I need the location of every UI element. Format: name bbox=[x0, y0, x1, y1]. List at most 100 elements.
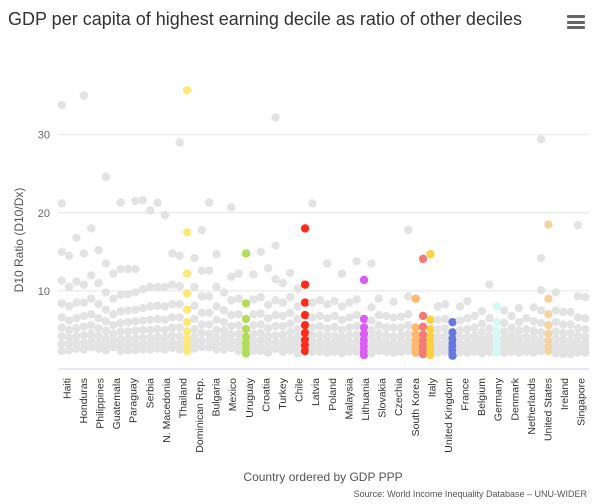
data-point[interactable] bbox=[278, 278, 288, 288]
data-point[interactable] bbox=[485, 324, 494, 333]
data-point[interactable] bbox=[271, 274, 280, 284]
data-point[interactable] bbox=[227, 337, 236, 346]
data-point[interactable] bbox=[197, 308, 207, 317]
data-point[interactable] bbox=[492, 326, 502, 335]
data-point[interactable] bbox=[241, 314, 251, 324]
data-point[interactable] bbox=[536, 328, 546, 337]
data-point[interactable] bbox=[315, 347, 325, 357]
data-point[interactable] bbox=[86, 336, 96, 346]
data-point[interactable] bbox=[182, 335, 192, 344]
data-point[interactable] bbox=[94, 331, 103, 341]
data-point[interactable] bbox=[455, 316, 465, 325]
data-point[interactable] bbox=[116, 198, 125, 207]
data-point[interactable] bbox=[418, 322, 428, 332]
data-point[interactable] bbox=[330, 296, 339, 306]
data-point[interactable] bbox=[79, 91, 89, 100]
data-point[interactable] bbox=[168, 331, 177, 340]
data-point[interactable] bbox=[234, 269, 243, 278]
data-point[interactable] bbox=[536, 346, 546, 356]
data-point[interactable] bbox=[86, 329, 96, 339]
data-point[interactable] bbox=[485, 347, 494, 357]
data-point[interactable] bbox=[153, 198, 162, 207]
data-point[interactable] bbox=[522, 324, 531, 334]
data-point[interactable] bbox=[374, 329, 384, 339]
data-point[interactable] bbox=[57, 313, 66, 322]
data-point[interactable] bbox=[581, 324, 590, 334]
data-point[interactable] bbox=[204, 336, 214, 346]
data-point[interactable] bbox=[241, 332, 251, 342]
data-point[interactable] bbox=[470, 331, 479, 340]
data-point[interactable] bbox=[271, 310, 280, 320]
data-point[interactable] bbox=[286, 292, 295, 302]
data-point[interactable] bbox=[286, 346, 295, 355]
data-point[interactable] bbox=[455, 348, 465, 357]
data-point[interactable] bbox=[109, 321, 118, 330]
data-point[interactable] bbox=[322, 331, 332, 341]
data-point[interactable] bbox=[212, 249, 221, 259]
data-point[interactable] bbox=[271, 338, 280, 347]
data-point[interactable] bbox=[418, 349, 428, 359]
data-point[interactable] bbox=[123, 346, 133, 355]
data-point[interactable] bbox=[57, 323, 66, 332]
data-point[interactable] bbox=[499, 306, 509, 315]
data-point[interactable] bbox=[101, 334, 111, 343]
data-point[interactable] bbox=[418, 254, 428, 264]
data-point[interactable] bbox=[241, 299, 251, 308]
data-point[interactable] bbox=[131, 334, 140, 343]
data-point[interactable] bbox=[175, 251, 184, 260]
data-point[interactable] bbox=[381, 323, 391, 332]
data-point[interactable] bbox=[182, 228, 192, 237]
data-point[interactable] bbox=[293, 324, 302, 334]
data-point[interactable] bbox=[507, 323, 516, 332]
data-point[interactable] bbox=[64, 346, 74, 355]
data-point[interactable] bbox=[551, 288, 561, 297]
data-point[interactable] bbox=[411, 323, 420, 332]
data-point[interactable] bbox=[463, 324, 472, 334]
data-point[interactable] bbox=[271, 296, 280, 305]
data-point[interactable] bbox=[175, 282, 184, 291]
data-point[interactable] bbox=[190, 344, 199, 353]
data-point[interactable] bbox=[544, 220, 553, 229]
data-point[interactable] bbox=[153, 324, 162, 334]
data-point[interactable] bbox=[558, 328, 568, 338]
data-point[interactable] bbox=[581, 292, 590, 302]
data-point[interactable] bbox=[522, 314, 531, 323]
data-point[interactable] bbox=[418, 330, 428, 339]
data-point[interactable] bbox=[330, 311, 339, 321]
data-point[interactable] bbox=[396, 347, 406, 357]
data-point[interactable] bbox=[359, 323, 369, 332]
data-point[interactable] bbox=[322, 348, 332, 357]
data-point[interactable] bbox=[219, 326, 229, 335]
data-point[interactable] bbox=[138, 196, 148, 205]
data-point[interactable] bbox=[271, 331, 280, 340]
data-point[interactable] bbox=[197, 292, 207, 301]
data-point[interactable] bbox=[123, 334, 133, 343]
data-point[interactable] bbox=[315, 321, 325, 331]
data-point[interactable] bbox=[352, 330, 361, 339]
data-point[interactable] bbox=[219, 333, 229, 342]
data-point[interactable] bbox=[278, 298, 288, 307]
data-point[interactable] bbox=[227, 296, 236, 305]
data-point[interactable] bbox=[86, 342, 96, 352]
data-point[interactable] bbox=[153, 301, 162, 310]
data-point[interactable] bbox=[300, 346, 310, 356]
data-point[interactable] bbox=[116, 290, 125, 299]
data-point[interactable] bbox=[389, 323, 398, 332]
data-point[interactable] bbox=[337, 315, 347, 324]
data-point[interactable] bbox=[566, 349, 575, 359]
data-point[interactable] bbox=[249, 310, 258, 319]
data-point[interactable] bbox=[94, 299, 103, 309]
data-point[interactable] bbox=[101, 259, 111, 268]
data-point[interactable] bbox=[145, 333, 155, 342]
data-point[interactable] bbox=[109, 336, 118, 346]
data-point[interactable] bbox=[433, 348, 443, 357]
data-point[interactable] bbox=[470, 311, 479, 321]
data-point[interactable] bbox=[433, 315, 443, 324]
data-point[interactable] bbox=[190, 253, 199, 263]
data-point[interactable] bbox=[145, 206, 155, 215]
data-point[interactable] bbox=[529, 333, 538, 342]
data-point[interactable] bbox=[300, 280, 310, 289]
data-point[interactable] bbox=[234, 346, 243, 356]
data-point[interactable] bbox=[455, 332, 465, 342]
data-point[interactable] bbox=[293, 349, 302, 358]
